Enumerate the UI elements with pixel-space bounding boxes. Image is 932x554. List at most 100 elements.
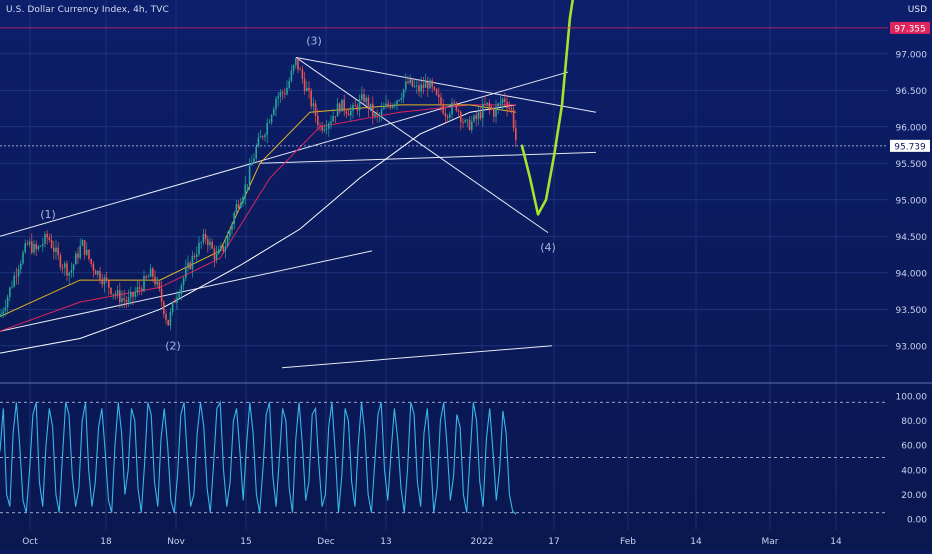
candle-body: [471, 121, 473, 130]
candle-body: [240, 203, 242, 208]
candle-body: [424, 82, 427, 88]
candle-body: [204, 234, 207, 240]
candle-body: [328, 123, 330, 129]
trendlines: [0, 56, 597, 369]
candle-body: [48, 237, 51, 241]
oscillator-pane: [0, 400, 888, 515]
candle-body: [464, 120, 466, 123]
date-tick-label: Mar: [762, 537, 779, 547]
candle-body: [385, 103, 387, 108]
candle-body: [17, 269, 20, 277]
candle-body: [6, 296, 9, 308]
candle-body: [343, 99, 345, 112]
osc-tick-label: 40.00: [901, 466, 927, 476]
candle-body: [130, 292, 132, 298]
candle-body: [39, 245, 42, 247]
candle-body: [28, 241, 31, 245]
candle-body: [352, 105, 354, 111]
candle-body: [123, 298, 125, 301]
candle-body: [312, 103, 315, 107]
candle-body: [132, 292, 134, 297]
candle-body: [475, 115, 477, 120]
candle-body: [453, 102, 455, 104]
date-tick-label: 17: [548, 537, 559, 547]
candle-body: [306, 88, 308, 91]
candle-body: [354, 105, 356, 107]
candle-body: [79, 245, 81, 258]
candle-body: [2, 311, 4, 314]
candle-body: [372, 103, 374, 117]
candle-body: [143, 276, 145, 292]
candle-body: [330, 121, 332, 124]
candle-body: [127, 297, 130, 303]
candle-body: [299, 69, 301, 71]
osc-tick-label: 100.00: [896, 393, 928, 403]
candle-body: [114, 293, 117, 295]
candle-body: [268, 122, 271, 124]
candle-body: [209, 241, 211, 246]
candle-body: [200, 242, 202, 243]
candle-body: [244, 184, 246, 198]
candle-body: [242, 197, 244, 204]
price-tick-label: 94.500: [896, 233, 928, 243]
candle-body: [376, 114, 378, 116]
candle-body: [345, 111, 348, 114]
candle-body: [266, 122, 268, 135]
candle-body: [264, 134, 266, 138]
candle-body: [50, 240, 53, 248]
candles: [0, 57, 517, 331]
candle-body: [308, 88, 310, 91]
candle-body: [356, 106, 359, 111]
trendline: [0, 71, 569, 237]
candle-body: [53, 247, 55, 253]
candle-body: [116, 290, 119, 295]
candle-body: [110, 287, 112, 295]
candle-body: [237, 204, 240, 208]
candle-body: [288, 81, 290, 88]
candle-body: [154, 276, 156, 285]
trendline: [0, 250, 373, 332]
date-tick-label: 2022: [471, 537, 494, 547]
last-price-label: 95.739: [894, 142, 926, 152]
candle-body: [504, 98, 506, 102]
candle-body: [273, 109, 275, 116]
candle-body: [145, 276, 147, 278]
candle-body: [303, 78, 306, 91]
candle-body: [178, 293, 180, 298]
candle-body: [44, 233, 46, 244]
candle-body: [105, 277, 108, 281]
candle-body: [275, 98, 277, 110]
candle-body: [119, 290, 121, 303]
candle-body: [411, 79, 414, 87]
candle-body: [141, 288, 143, 292]
candle-body: [323, 128, 326, 131]
candle-body: [158, 281, 161, 289]
candle-body: [257, 137, 260, 147]
candle-body: [466, 119, 469, 121]
candle-body: [416, 85, 418, 87]
wave-label: (1): [40, 208, 56, 221]
candle-body: [235, 204, 238, 213]
candle-body: [407, 81, 409, 83]
candle-body: [83, 240, 86, 255]
candle-body: [484, 103, 486, 105]
candle-body: [68, 272, 70, 276]
candle-body: [112, 293, 114, 295]
candle-body: [515, 128, 517, 141]
candle-body: [493, 109, 495, 117]
candle-body: [332, 116, 334, 122]
osc-tick-label: 0.00: [907, 515, 927, 525]
candle-body: [435, 89, 438, 95]
date-tick-label: Feb: [620, 537, 636, 547]
candle-body: [121, 298, 123, 303]
candle-body: [207, 239, 209, 246]
candle-body: [182, 278, 185, 285]
candle-body: [211, 241, 213, 249]
candle-body: [229, 230, 231, 237]
candle-body: [125, 300, 128, 303]
candle-body: [103, 277, 106, 285]
projection-path: [520, 0, 575, 216]
candle-body: [220, 245, 222, 250]
